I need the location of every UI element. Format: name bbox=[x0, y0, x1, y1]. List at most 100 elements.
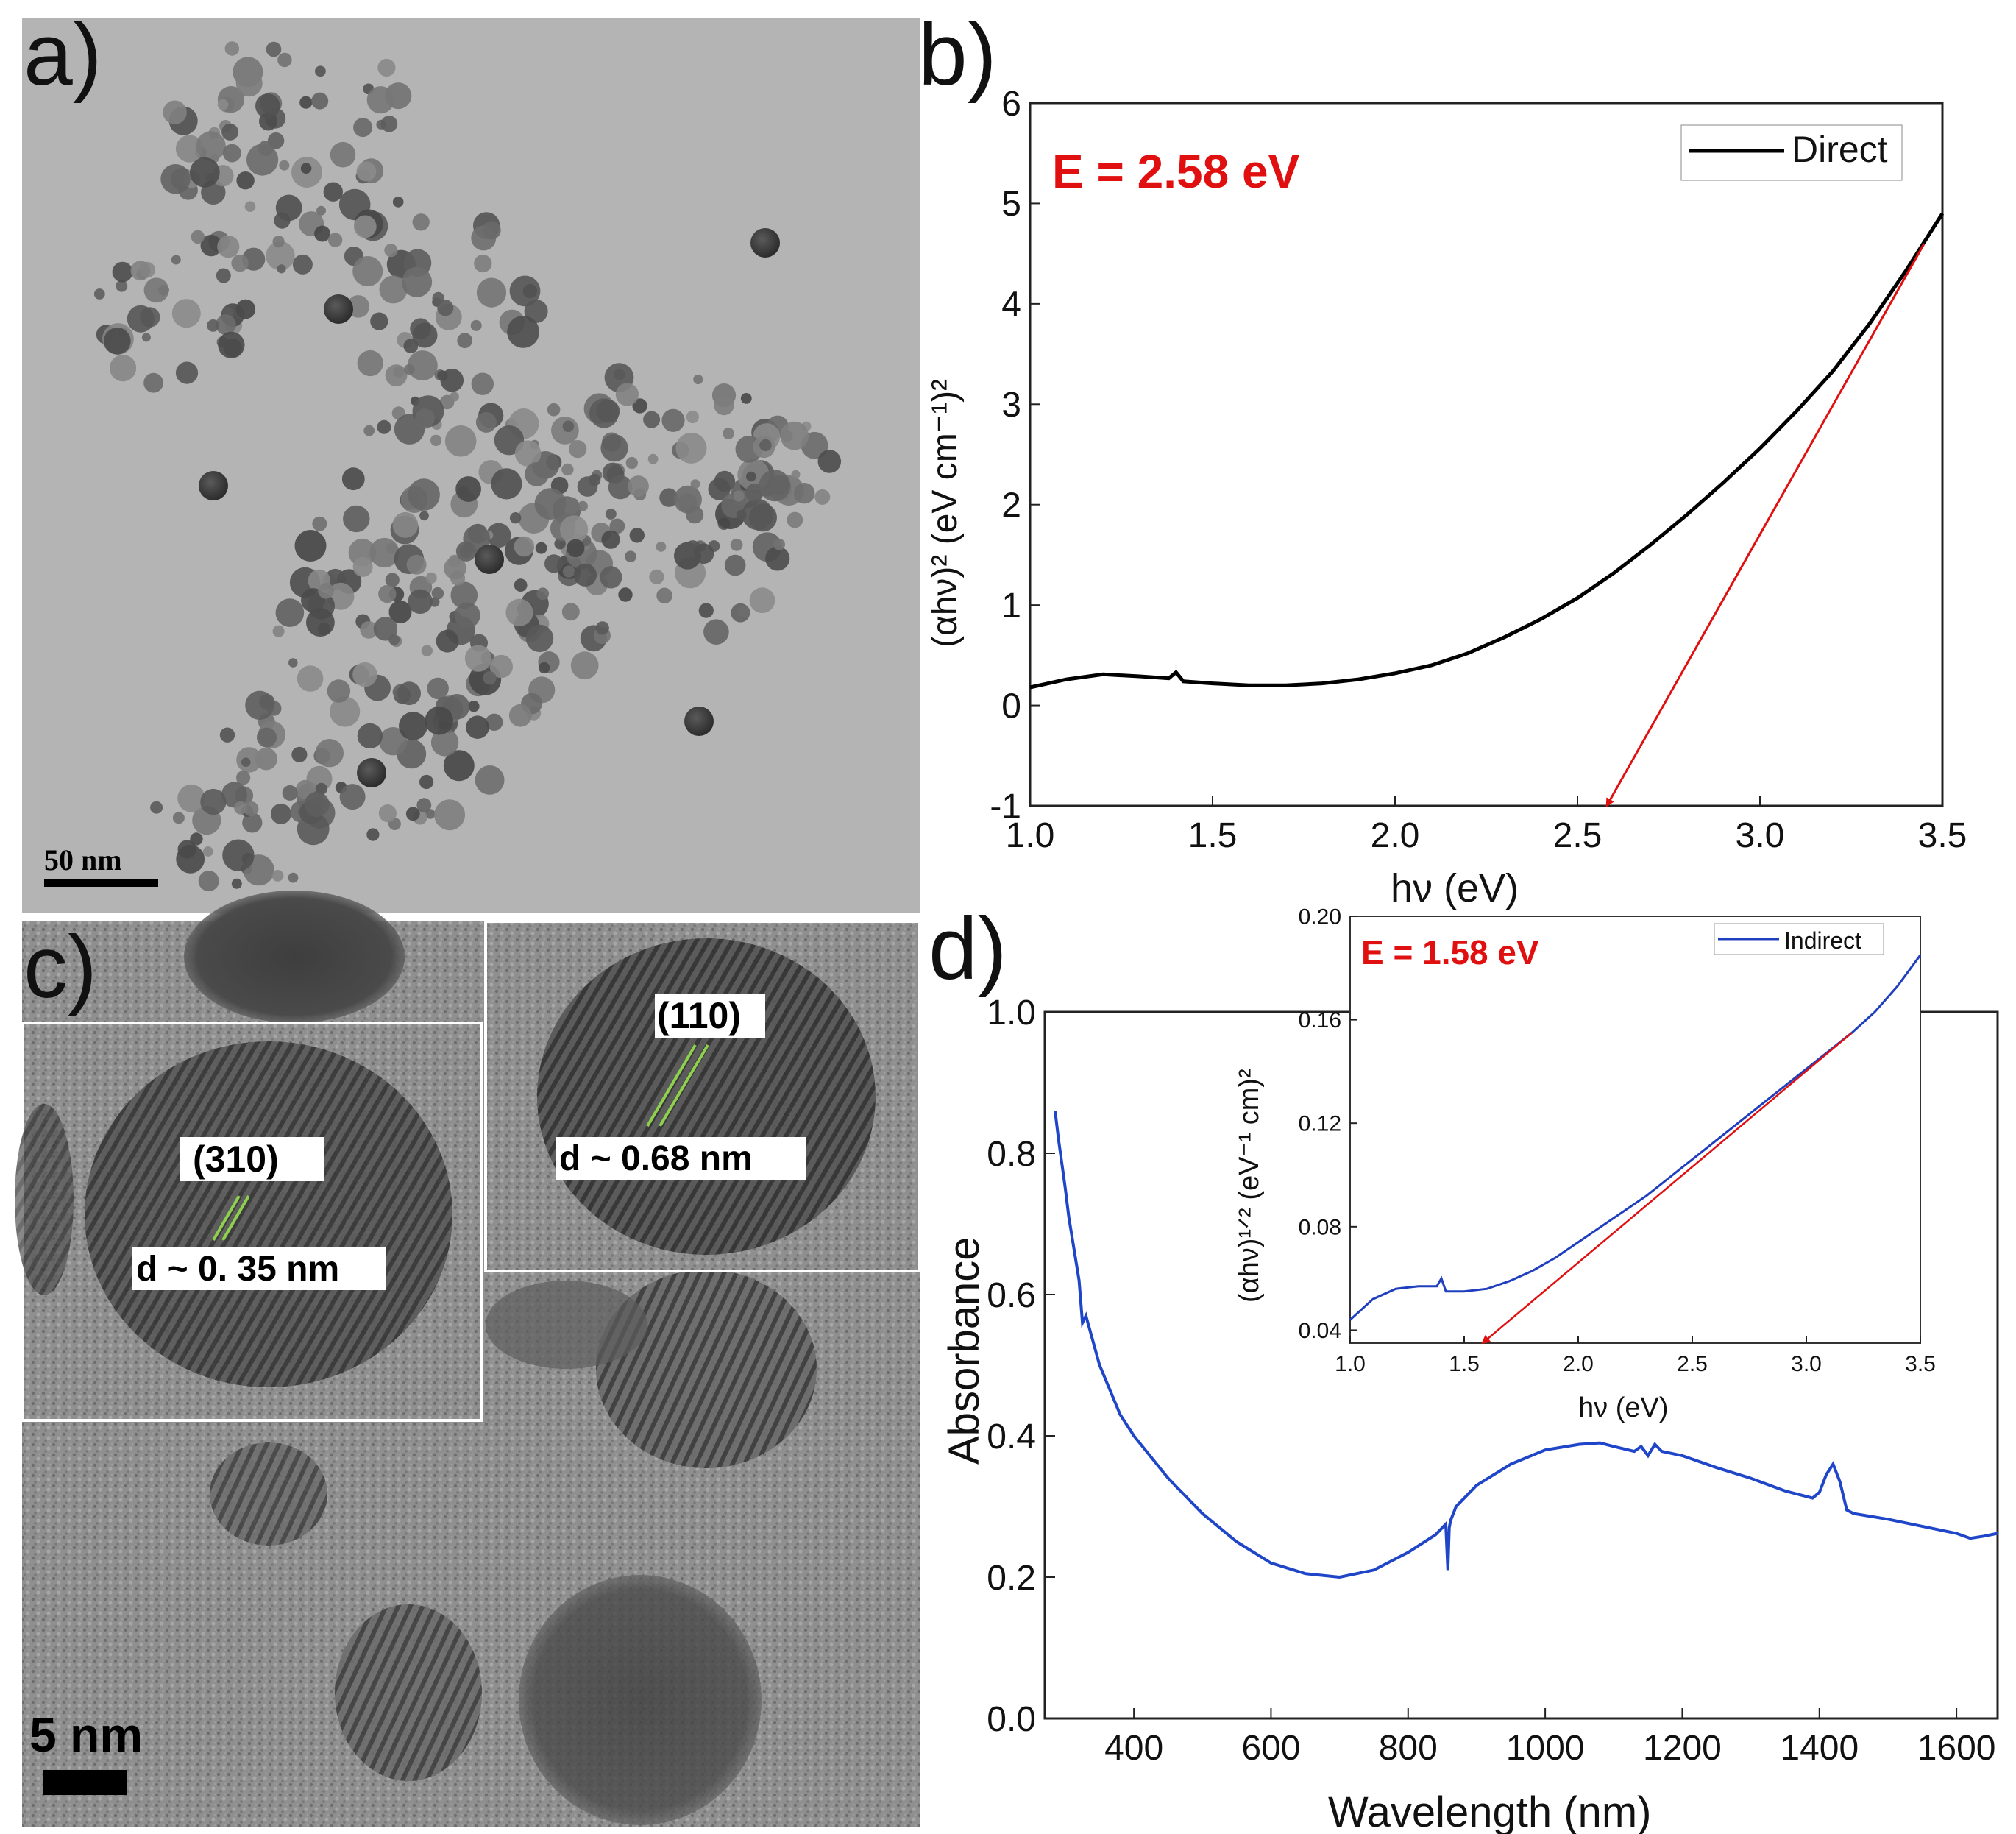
y-tick-label: 0.08 bbox=[1299, 1215, 1341, 1239]
nanoparticle bbox=[196, 131, 226, 161]
nanoparticle bbox=[277, 264, 286, 274]
x-tick-label: 1.5 bbox=[1188, 816, 1238, 855]
nanoparticle bbox=[733, 490, 745, 502]
nanoparticle bbox=[104, 328, 131, 355]
nanoparticle bbox=[217, 236, 240, 258]
nanoparticle bbox=[412, 322, 438, 348]
nanoparticle bbox=[791, 470, 801, 479]
y-tick-label: 4 bbox=[1001, 286, 1021, 325]
nanoparticle bbox=[522, 283, 538, 299]
nanoparticle bbox=[388, 634, 400, 645]
nanoparticle bbox=[279, 160, 290, 171]
nanoparticle bbox=[444, 425, 477, 457]
nanoparticle bbox=[266, 241, 295, 271]
nanoparticle bbox=[814, 489, 831, 505]
y-tick-label: 0.16 bbox=[1299, 1008, 1341, 1033]
nanoparticle bbox=[740, 393, 752, 404]
nanoparticle bbox=[412, 213, 430, 231]
panel-b: b) 1.0 1.5 2.0 2.5 3.0 3.5 -1 0 1 2 3 4 5 6 E = 2.58 … bbox=[918, 5, 1967, 910]
nanoparticle bbox=[311, 92, 329, 110]
panel-d-label: d) bbox=[929, 899, 1007, 998]
nanoparticle bbox=[405, 807, 420, 821]
nanoparticle bbox=[421, 645, 433, 656]
d-spacing-110-label: d ~ 0.68 nm bbox=[559, 1139, 753, 1178]
nanoparticle bbox=[231, 254, 249, 272]
nanoparticle bbox=[366, 86, 394, 114]
x-tick-label: 3.5 bbox=[1905, 1352, 1936, 1376]
panel-c-label: c) bbox=[24, 918, 97, 1016]
nanoparticle bbox=[370, 312, 388, 330]
nanoparticle bbox=[475, 765, 505, 795]
nanoparticle bbox=[379, 275, 408, 304]
grain bbox=[596, 1270, 817, 1468]
nanoparticle bbox=[656, 542, 667, 552]
y-tick-label: 5 bbox=[1001, 185, 1021, 224]
nanoparticle bbox=[794, 483, 815, 504]
nanoparticle bbox=[175, 135, 204, 163]
nanoparticle bbox=[327, 679, 351, 703]
scale-bar-a-label: 50 nm bbox=[44, 843, 122, 877]
x-tick-label: 3.5 bbox=[1918, 816, 1967, 855]
nanoparticle bbox=[327, 233, 343, 247]
grain bbox=[210, 1442, 327, 1546]
nanoparticle bbox=[241, 757, 251, 767]
nanoparticle bbox=[448, 554, 461, 568]
nanoparticle bbox=[163, 100, 187, 124]
nanoparticle bbox=[352, 556, 373, 577]
nanoparticle bbox=[330, 696, 361, 727]
nanoparticle bbox=[203, 846, 213, 857]
nanoparticle bbox=[690, 479, 700, 489]
nanoparticle bbox=[595, 621, 609, 635]
nanoparticle bbox=[222, 144, 241, 163]
absorbance-curve bbox=[1054, 1111, 1998, 1579]
nanoparticle bbox=[93, 288, 105, 300]
nanoparticle bbox=[339, 784, 366, 810]
nanoparticle bbox=[615, 383, 639, 406]
nanoparticle bbox=[419, 511, 429, 521]
nanoparticle bbox=[427, 677, 449, 700]
nanoparticle bbox=[475, 545, 504, 574]
y-tick-label: 0.6 bbox=[987, 1276, 1036, 1315]
nanoparticle bbox=[377, 419, 391, 434]
nanoparticle bbox=[714, 470, 736, 492]
nanoparticle bbox=[457, 333, 473, 349]
ylabel-b: (αhν)² (eV cm⁻¹)² bbox=[926, 379, 965, 648]
nanoparticle bbox=[218, 331, 245, 358]
nanoparticle bbox=[629, 528, 645, 543]
nanoparticle bbox=[693, 543, 714, 564]
tem-image-a bbox=[22, 18, 920, 913]
nanoparticle bbox=[431, 587, 444, 600]
nanoparticle bbox=[703, 619, 729, 645]
grain bbox=[184, 891, 405, 1023]
nanoparticle bbox=[392, 196, 404, 208]
nanoparticle bbox=[312, 516, 327, 531]
nanoparticle bbox=[817, 450, 842, 473]
nanoparticle bbox=[618, 587, 633, 602]
nanoparticle bbox=[392, 511, 419, 538]
nanoparticle bbox=[288, 658, 298, 668]
nanoparticle bbox=[198, 871, 219, 892]
nanoparticle bbox=[191, 230, 205, 244]
nanoparticle bbox=[425, 572, 437, 584]
nanoparticle bbox=[561, 463, 574, 476]
nanoparticle bbox=[625, 456, 638, 470]
ylabel-d: Absorbance bbox=[940, 1236, 988, 1465]
nanoparticle bbox=[698, 603, 714, 618]
nanoparticle bbox=[306, 608, 335, 637]
nanoparticle bbox=[324, 294, 353, 324]
x-tick-label: 1600 bbox=[1917, 1729, 1996, 1768]
nanoparticle bbox=[272, 236, 285, 248]
x-tick-label: 3.0 bbox=[1791, 1352, 1822, 1376]
nanoparticle bbox=[430, 729, 459, 757]
x-tick-label: 800 bbox=[1379, 1729, 1438, 1768]
plane-110-label: (110) bbox=[657, 995, 741, 1036]
nanoparticle bbox=[315, 739, 344, 768]
nanoparticle bbox=[216, 314, 236, 336]
y-tick-label: 0.20 bbox=[1299, 905, 1341, 930]
nanoparticle bbox=[482, 221, 501, 240]
nanoparticle bbox=[189, 157, 220, 188]
nanoparticle bbox=[408, 589, 433, 614]
nanoparticle bbox=[525, 624, 554, 653]
nanoparticle bbox=[434, 799, 466, 831]
x-tick-label: 1.0 bbox=[1335, 1352, 1366, 1376]
